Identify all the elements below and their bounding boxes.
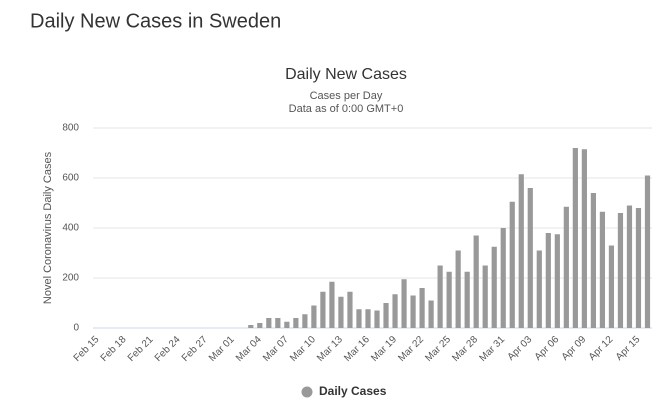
bar bbox=[545, 233, 551, 328]
x-tick-label: Mar 31 bbox=[477, 334, 507, 364]
bar bbox=[482, 265, 488, 328]
y-tick-label: 0 bbox=[73, 323, 79, 334]
x-tick-label: Mar 13 bbox=[315, 334, 345, 364]
y-tick-label: 800 bbox=[62, 123, 79, 134]
bar bbox=[473, 235, 479, 328]
x-tick-label: Mar 07 bbox=[261, 334, 291, 364]
x-tick-label: Apr 06 bbox=[533, 334, 562, 363]
y-tick-label: 200 bbox=[62, 273, 79, 284]
bar bbox=[563, 206, 569, 328]
bar bbox=[590, 193, 596, 328]
bar bbox=[428, 300, 434, 328]
bar bbox=[455, 250, 461, 328]
x-tick-label: Mar 10 bbox=[288, 334, 318, 364]
bar bbox=[608, 245, 615, 328]
x-tick-label: Feb 24 bbox=[153, 334, 183, 364]
bar bbox=[293, 318, 299, 328]
y-tick-label: 600 bbox=[62, 173, 79, 184]
bar bbox=[518, 174, 524, 328]
x-tick-label: Apr 12 bbox=[587, 334, 616, 363]
bar bbox=[266, 318, 272, 328]
bar bbox=[617, 213, 624, 328]
bar bbox=[572, 148, 578, 328]
bar bbox=[320, 291, 326, 328]
bar bbox=[419, 288, 425, 328]
bar bbox=[365, 309, 371, 328]
bar bbox=[626, 205, 633, 328]
bar bbox=[491, 246, 497, 328]
legend-marker bbox=[301, 386, 313, 398]
x-tick-label: Mar 22 bbox=[396, 334, 426, 364]
bar bbox=[554, 234, 560, 328]
bar bbox=[437, 265, 443, 328]
bar bbox=[347, 291, 353, 328]
x-tick-label: Apr 15 bbox=[614, 334, 643, 363]
x-tick-label: Mar 28 bbox=[450, 334, 480, 364]
y-tick-label: 400 bbox=[62, 223, 79, 234]
bar bbox=[275, 318, 281, 328]
bar bbox=[500, 228, 506, 328]
legend-label: Daily Cases bbox=[319, 384, 387, 398]
x-tick-label: Mar 25 bbox=[423, 334, 453, 364]
bar bbox=[410, 295, 416, 328]
x-tick-label: Apr 09 bbox=[560, 334, 589, 363]
bar bbox=[302, 314, 308, 328]
bar bbox=[284, 321, 290, 328]
bar bbox=[338, 296, 344, 328]
x-tick-label: Mar 01 bbox=[207, 334, 237, 364]
bar bbox=[392, 294, 398, 328]
bar bbox=[635, 208, 642, 328]
x-tick-label: Feb 18 bbox=[99, 334, 129, 364]
bar bbox=[311, 305, 317, 328]
bar bbox=[257, 323, 263, 328]
bar bbox=[383, 303, 389, 328]
bar bbox=[527, 188, 533, 328]
page-title: Daily New Cases in Sweden bbox=[30, 10, 281, 32]
bar bbox=[374, 310, 380, 328]
x-tick-label: Feb 27 bbox=[180, 334, 210, 364]
x-tick-label: Apr 03 bbox=[506, 334, 535, 363]
chart-subtitle: Data as of 0:00 GMT+0 bbox=[289, 103, 404, 115]
x-tick-label: Feb 21 bbox=[126, 334, 156, 364]
bar bbox=[509, 201, 515, 328]
bar bbox=[644, 175, 651, 328]
bar bbox=[248, 325, 254, 328]
x-tick-label: Feb 15 bbox=[72, 334, 102, 364]
bar bbox=[329, 281, 335, 328]
chart-subtitle: Cases per Day bbox=[310, 90, 383, 102]
bar bbox=[401, 279, 407, 328]
y-axis-label: Novel Coronavirus Daily Cases bbox=[42, 151, 54, 304]
bar bbox=[536, 250, 542, 328]
bar bbox=[581, 149, 587, 328]
x-tick-label: Mar 19 bbox=[369, 334, 399, 364]
chart-title: Daily New Cases bbox=[285, 66, 407, 83]
bar bbox=[356, 309, 362, 328]
bar bbox=[464, 271, 470, 328]
x-tick-label: Mar 04 bbox=[234, 334, 264, 364]
bar bbox=[446, 271, 452, 328]
x-tick-label: Mar 16 bbox=[342, 334, 372, 364]
bar bbox=[599, 211, 606, 328]
